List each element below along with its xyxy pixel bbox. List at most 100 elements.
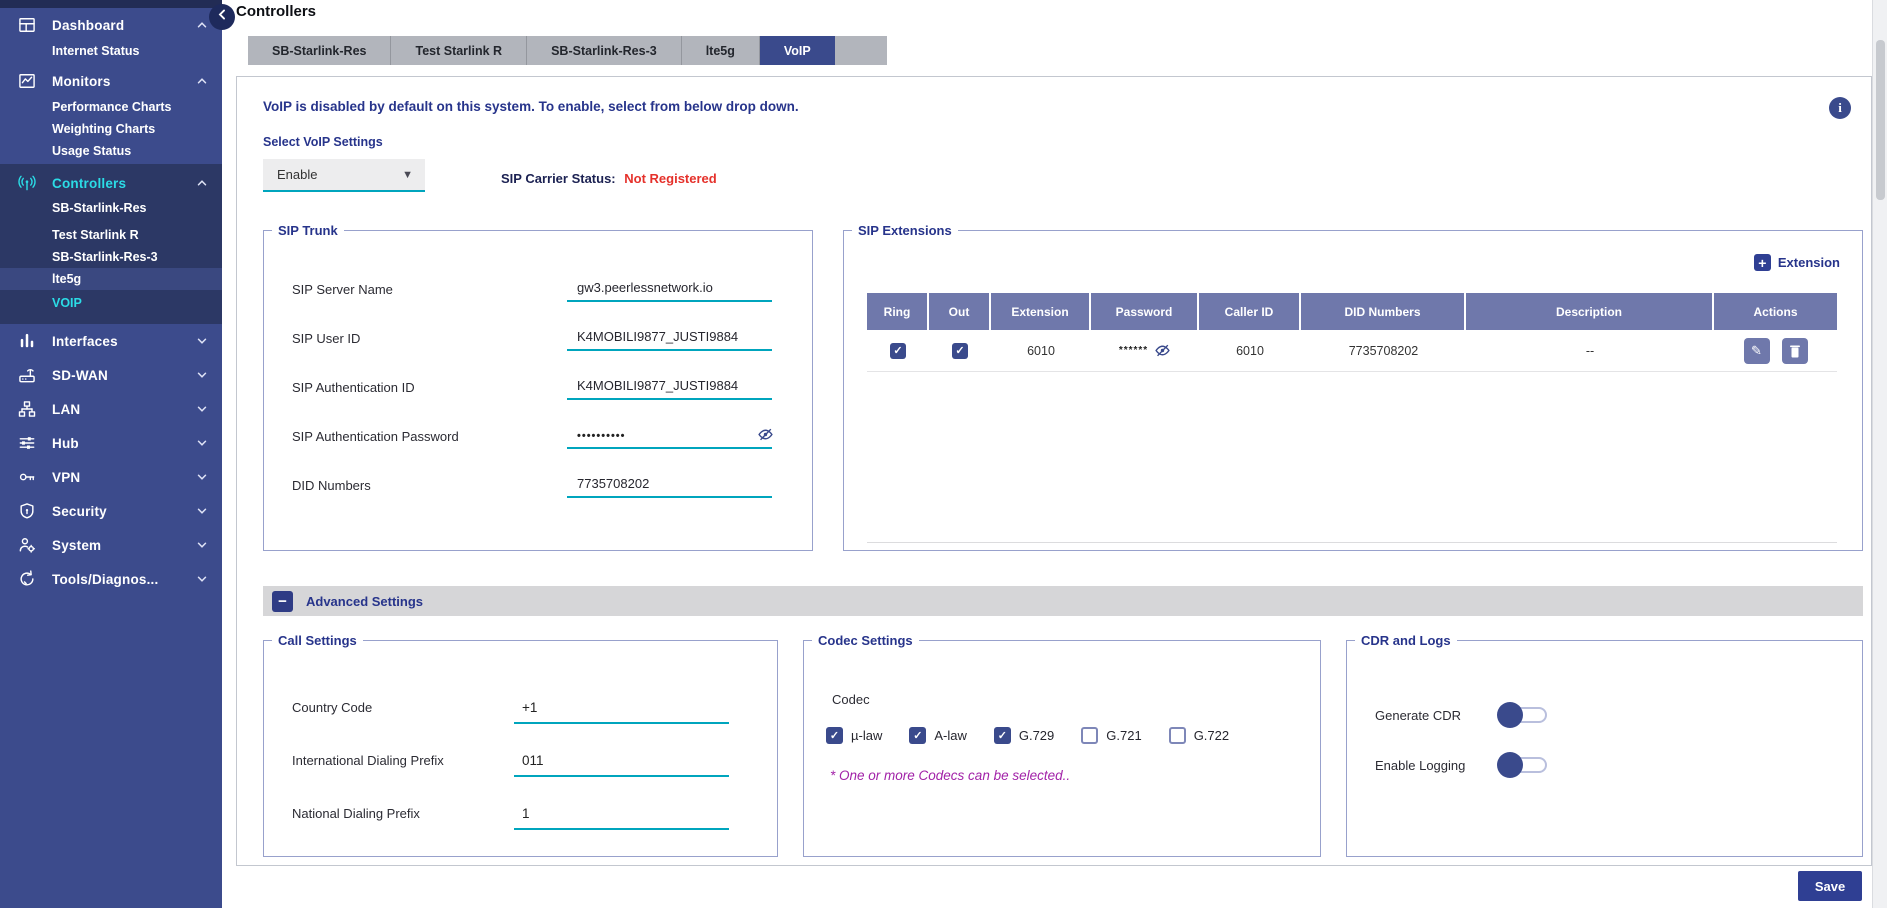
main-area: Controllers SB-Starlink-Res Test Starlink…	[222, 0, 1872, 908]
sidebar-item-internet-status[interactable]: Internet Status	[52, 44, 140, 58]
sip-trunk-legend: SIP Trunk	[278, 223, 338, 238]
codec-checkbox-g-721[interactable]	[1081, 727, 1099, 744]
toggle-knob	[1497, 752, 1523, 778]
field-row-sip-user-id: SIP User ID K4MOBILI9877_JUSTI9884	[264, 317, 812, 366]
tab-sb-starlink-res[interactable]: SB-Starlink-Res	[248, 36, 392, 65]
eye-off-icon[interactable]	[757, 426, 774, 443]
call-settings-legend: Call Settings	[278, 633, 357, 648]
sip-carrier-status: SIP Carrier Status: Not Registered	[501, 171, 717, 186]
sidebar: Dashboard Internet Status Monitors Performa…	[0, 0, 222, 908]
sidebar-item-weighting-charts[interactable]: Weighting Charts	[52, 122, 156, 136]
sidebar-item-sb-starlink-res-3[interactable]: SB-Starlink-Res-3	[52, 250, 158, 264]
sidebar-group-security: Security	[0, 494, 222, 528]
collapse-minus-icon[interactable]: −	[272, 590, 293, 612]
sidebar-group-hub-header[interactable]: Hub	[0, 428, 222, 458]
codec-option-label: G.729	[1018, 728, 1055, 743]
table-row: ✓ ✓ 6010 ****** 6010 7735708202 -- ✎	[867, 330, 1837, 372]
ring-cell: ✓	[867, 330, 929, 371]
sip-extensions-legend: SIP Extensions	[858, 223, 952, 238]
sidebar-group-vpn-header[interactable]: VPN	[0, 462, 222, 492]
sip-authentication-password-input[interactable]: ••••••••••	[567, 415, 774, 449]
codec-checkbox-a-law[interactable]: ✓	[909, 727, 927, 744]
sidebar-group-controllers-header[interactable]: Controllers	[0, 168, 222, 198]
sidebar-group-security-header[interactable]: Security	[0, 496, 222, 526]
enable-logging-toggle[interactable]	[1497, 752, 1549, 778]
codec-settings-section: Codec Settings Codec ✓ µ-law ✓ A-law ✓ G.729 G…	[803, 633, 1321, 857]
tabbar-filler	[834, 36, 887, 65]
page-scrollbar[interactable]	[1872, 0, 1887, 908]
sip-user-id-input[interactable]: K4MOBILI9877_JUSTI9884	[567, 317, 772, 351]
sidebar-group-dashboard-header[interactable]: Dashboard	[0, 10, 222, 40]
sidebar-group-monitors-header[interactable]: Monitors	[0, 66, 222, 96]
tools-icon	[14, 569, 40, 589]
country-code-input[interactable]: +1	[514, 688, 729, 724]
chevron-up-icon	[194, 176, 210, 190]
field-row-sip-authentication-password: SIP Authentication Password ••••••••••	[264, 415, 812, 464]
generate-cdr-toggle[interactable]	[1497, 702, 1549, 728]
codec-checkbox-g-722[interactable]	[1168, 727, 1186, 744]
system-icon	[14, 535, 40, 555]
codec-option-g-729[interactable]: ✓ G.729	[993, 727, 1055, 744]
voip-disabled-notice: VoIP is disabled by default on this syst…	[263, 99, 799, 114]
codec-option-label: A-law	[934, 728, 967, 743]
tab-lte5g[interactable]: lte5g	[681, 36, 760, 65]
edit-button[interactable]: ✎	[1743, 337, 1770, 364]
sidebar-item-performance-charts[interactable]: Performance Charts	[52, 100, 172, 114]
call-settings-fields: Country Code +1 International Dialing Pref…	[264, 648, 777, 847]
add-extension-button[interactable]: + Extension	[1753, 254, 1840, 271]
sidebar-group-label: Interfaces	[52, 333, 118, 349]
save-button[interactable]: Save	[1798, 871, 1862, 901]
add-extension-label: Extension	[1777, 255, 1840, 270]
ring-checkbox[interactable]: ✓	[890, 342, 906, 359]
sidebar-group-lan-header[interactable]: LAN	[0, 394, 222, 424]
tab-sb-starlink-res-3[interactable]: SB-Starlink-Res-3	[527, 36, 682, 65]
sidebar-group-monitors: Monitors Performance Charts Weighting Char…	[0, 64, 222, 164]
sidebar-item-test-starlink-r[interactable]: Test Starlink R	[52, 228, 139, 242]
sidebar-group-system-header[interactable]: System	[0, 530, 222, 560]
scrollbar-thumb[interactable]	[1876, 40, 1885, 200]
voip-settings-dropdown[interactable]: Enable ▼	[263, 159, 425, 192]
call-settings-section: Call Settings Country Code +1 Internationa…	[263, 633, 778, 857]
field-value: gw3.peerlessnetwork.io	[577, 280, 713, 295]
chevron-down-icon	[194, 334, 210, 348]
codec-option-g-721[interactable]: G.721	[1081, 727, 1142, 744]
tab-voip[interactable]: VoIP	[759, 36, 835, 65]
toggle-label: Generate CDR	[1375, 707, 1461, 723]
info-icon[interactable]: i	[1829, 97, 1851, 119]
codec-option-a-law[interactable]: ✓ A-law	[909, 727, 967, 744]
national-dialing-prefix-input[interactable]: 1	[514, 794, 729, 830]
sip-carrier-status-value: Not Registered	[624, 171, 717, 186]
sidebar-item-voip[interactable]: VOIP	[52, 296, 82, 310]
field-label: SIP Server Name	[292, 282, 393, 297]
sidebar-group-tools-diagnos-header[interactable]: Tools/Diagnos...	[0, 564, 222, 594]
codec-option-law[interactable]: ✓ µ-law	[826, 727, 882, 744]
out-checkbox[interactable]: ✓	[952, 342, 968, 359]
sidebar-group-sd-wan-header[interactable]: SD-WAN	[0, 360, 222, 390]
toggle-label: Enable Logging	[1375, 757, 1466, 773]
sidebar-group-label: Controllers	[52, 175, 127, 191]
sidebar-item-usage-status[interactable]: Usage Status	[52, 144, 132, 158]
international-dialing-prefix-input[interactable]: 011	[514, 741, 729, 777]
sidebar-collapse-button[interactable]	[209, 4, 235, 30]
tab-test-starlink-r[interactable]: Test Starlink R	[391, 36, 528, 65]
did-numbers-input[interactable]: 7735708202	[567, 464, 772, 498]
sidebar-group-interfaces-header[interactable]: Interfaces	[0, 326, 222, 356]
sip-server-name-input[interactable]: gw3.peerlessnetwork.io	[567, 268, 772, 302]
sip-authentication-id-input[interactable]: K4MOBILI9877_JUSTI9884	[567, 366, 772, 400]
codec-option-g-722[interactable]: G.722	[1168, 727, 1229, 744]
sidebar-item-sb-starlink-res[interactable]: SB-Starlink-Res	[52, 201, 147, 215]
sidebar-item-lte5g[interactable]: lte5g	[0, 268, 222, 290]
sip-extensions-section: SIP Extensions + Extension Ring Out Extens…	[843, 223, 1863, 551]
codec-options: ✓ µ-law ✓ A-law ✓ G.729 G.721 G.722	[826, 727, 1320, 744]
eye-off-icon[interactable]	[1154, 342, 1171, 359]
field-row-sip-server-name: SIP Server Name gw3.peerlessnetwork.io	[264, 268, 812, 317]
codec-checkbox-g-729[interactable]: ✓	[993, 727, 1011, 744]
sip-trunk-section: SIP Trunk SIP Server Name gw3.peerlessnet…	[263, 223, 813, 551]
extension-cell: 6010	[1027, 343, 1055, 358]
codec-checkbox-law[interactable]: ✓	[826, 727, 843, 744]
advanced-settings-bar[interactable]: − Advanced Settings	[263, 586, 1863, 616]
advanced-settings-label: Advanced Settings	[306, 593, 424, 609]
sidebar-group-label: Dashboard	[52, 17, 125, 33]
delete-button[interactable]	[1781, 337, 1808, 364]
